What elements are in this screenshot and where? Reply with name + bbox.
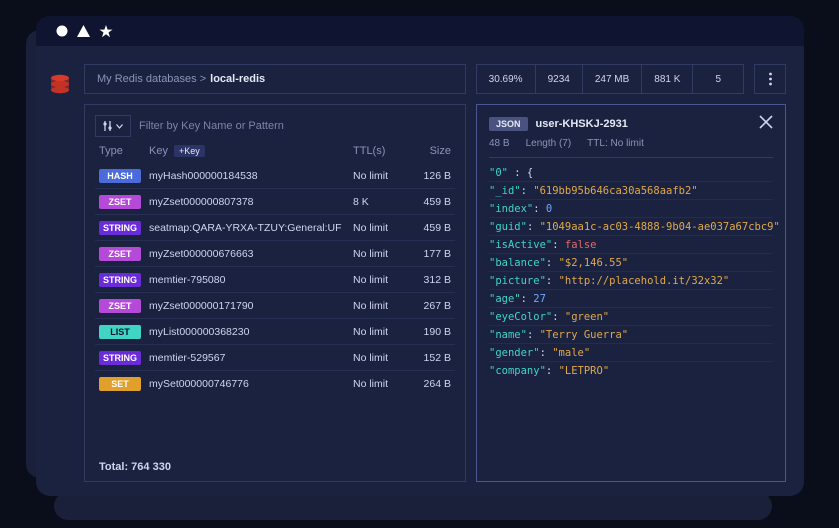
key-size: 152 B — [409, 352, 451, 364]
json-line: "_id": "619bb95b646ca30a568aafb2" — [489, 182, 773, 200]
key-size: 190 B — [409, 326, 451, 338]
key-size: 459 B — [409, 196, 451, 208]
stat-connections: 5 — [693, 65, 743, 93]
type-badge-json: JSON — [489, 117, 528, 131]
key-ttl: No limit — [353, 326, 409, 338]
topbar: My Redis databases > local-redis 30.69% … — [84, 64, 786, 94]
key-ttl: No limit — [353, 378, 409, 390]
table-row[interactable]: LIST myList000000368230No limit190 B — [95, 319, 455, 345]
key-ttl: No limit — [353, 248, 409, 260]
titlebar-triangle-icon — [77, 25, 90, 37]
key-ttl: No limit — [353, 300, 409, 312]
json-line: "picture": "http://placehold.it/32x32" — [489, 272, 773, 290]
key-size: 264 B — [409, 378, 451, 390]
key-name: seatmap:QARA-YRXA-TZUY:General:UF — [149, 222, 353, 234]
key-ttl: No limit — [353, 222, 409, 234]
breadcrumb-current: local-redis — [210, 73, 265, 85]
type-badge: STRING — [99, 273, 141, 287]
app-window: My Redis databases > local-redis 30.69% … — [36, 16, 804, 496]
key-ttl: No limit — [353, 170, 409, 182]
key-name: memtier-795080 — [149, 274, 353, 286]
detail-meta: 48 B Length (7) TTL: No limit — [489, 138, 773, 158]
table-row[interactable]: ZSET myZset000000171790No limit267 B — [95, 293, 455, 319]
col-size: Size — [409, 145, 451, 157]
table-row[interactable]: SET mySet000000746776No limit264 B — [95, 371, 455, 396]
type-badge: ZSET — [99, 299, 141, 313]
type-badge: SET — [99, 377, 141, 391]
key-size: 267 B — [409, 300, 451, 312]
filter-input[interactable]: Filter by Key Name or Pattern — [139, 120, 455, 132]
add-key-button[interactable]: +Key — [174, 145, 205, 157]
sliders-icon — [103, 120, 113, 132]
table-row[interactable]: STRING memtier-529567No limit152 B — [95, 345, 455, 371]
type-badge: LIST — [99, 325, 141, 339]
stat-count: 9234 — [536, 65, 583, 93]
type-badge: ZSET — [99, 247, 141, 261]
close-icon — [759, 115, 773, 129]
close-button[interactable] — [759, 115, 773, 132]
type-badge: STRING — [99, 351, 141, 365]
detail-length: Length (7) — [526, 138, 572, 149]
key-name: myHash000000184538 — [149, 170, 353, 182]
type-badge: ZSET — [99, 195, 141, 209]
detail-size: 48 B — [489, 138, 510, 149]
key-name: memtier-529567 — [149, 352, 353, 364]
titlebar-circle-icon — [56, 25, 68, 37]
key-size: 459 B — [409, 222, 451, 234]
breadcrumb-parent[interactable]: My Redis databases — [97, 73, 197, 85]
table-row[interactable]: ZSET myZset000000676663No limit177 B — [95, 241, 455, 267]
type-badge: STRING — [99, 221, 141, 235]
table-row[interactable]: ZSET myZset0000008073788 K459 B — [95, 189, 455, 215]
json-line: "isActive": false — [489, 236, 773, 254]
detail-panel: JSON user-KHSKJ-2931 48 B Length (7) TTL… — [476, 104, 786, 482]
json-line: "guid": "1049aa1c-ac03-4888-9b04-ae037a6… — [489, 218, 773, 236]
json-line: "index": 0 — [489, 200, 773, 218]
detail-key-title: user-KHSKJ-2931 — [536, 118, 628, 130]
key-name: myList000000368230 — [149, 326, 353, 338]
more-menu-button[interactable] — [754, 64, 786, 94]
key-size: 177 B — [409, 248, 451, 260]
key-ttl: 8 K — [353, 196, 409, 208]
col-key: Key — [149, 145, 168, 157]
table-row[interactable]: STRING memtier-795080No limit312 B — [95, 267, 455, 293]
stat-percent: 30.69% — [477, 65, 536, 93]
json-line: "balance": "$2,146.55" — [489, 254, 773, 272]
type-badge: HASH — [99, 169, 141, 183]
stat-ops: 881 K — [642, 65, 693, 93]
keys-panel: Filter by Key Name or Pattern Type Key +… — [84, 104, 466, 482]
json-line: "age": 27 — [489, 290, 773, 308]
json-line: "0" : { — [489, 164, 773, 182]
redis-logo-icon — [48, 72, 72, 101]
filter-settings-button[interactable] — [95, 115, 131, 137]
stats-bar: 30.69% 9234 247 MB 881 K 5 — [476, 64, 744, 94]
key-size: 312 B — [409, 274, 451, 286]
key-size: 126 B — [409, 170, 451, 182]
detail-ttl: TTL: No limit — [587, 138, 644, 149]
json-line: "name": "Terry Guerra" — [489, 326, 773, 344]
side-rail — [36, 46, 84, 496]
column-headers: Type Key +Key TTL(s) Size — [95, 145, 455, 157]
titlebar — [36, 16, 804, 46]
json-line: "company": "LETPRO" — [489, 362, 773, 379]
titlebar-star-icon — [99, 25, 113, 38]
breadcrumb[interactable]: My Redis databases > local-redis — [84, 64, 466, 94]
col-type: Type — [99, 145, 149, 157]
key-ttl: No limit — [353, 274, 409, 286]
chevron-down-icon — [116, 124, 123, 129]
total-count: Total: 764 330 — [95, 455, 455, 473]
key-name: myZset000000171790 — [149, 300, 353, 312]
json-line: "eyeColor": "green" — [489, 308, 773, 326]
col-ttl: TTL(s) — [353, 145, 409, 157]
table-row[interactable]: HASH myHash000000184538No limit126 B — [95, 163, 455, 189]
json-viewer: "0" : {"_id": "619bb95b646ca30a568aafb2"… — [489, 164, 773, 379]
table-row[interactable]: STRING seatmap:QARA-YRXA-TZUY:General:UFN… — [95, 215, 455, 241]
json-line: "gender": "male" — [489, 344, 773, 362]
key-name: myZset000000676663 — [149, 248, 353, 260]
key-ttl: No limit — [353, 352, 409, 364]
stat-memory: 247 MB — [583, 65, 642, 93]
key-name: myZset000000807378 — [149, 196, 353, 208]
key-name: mySet000000746776 — [149, 378, 353, 390]
